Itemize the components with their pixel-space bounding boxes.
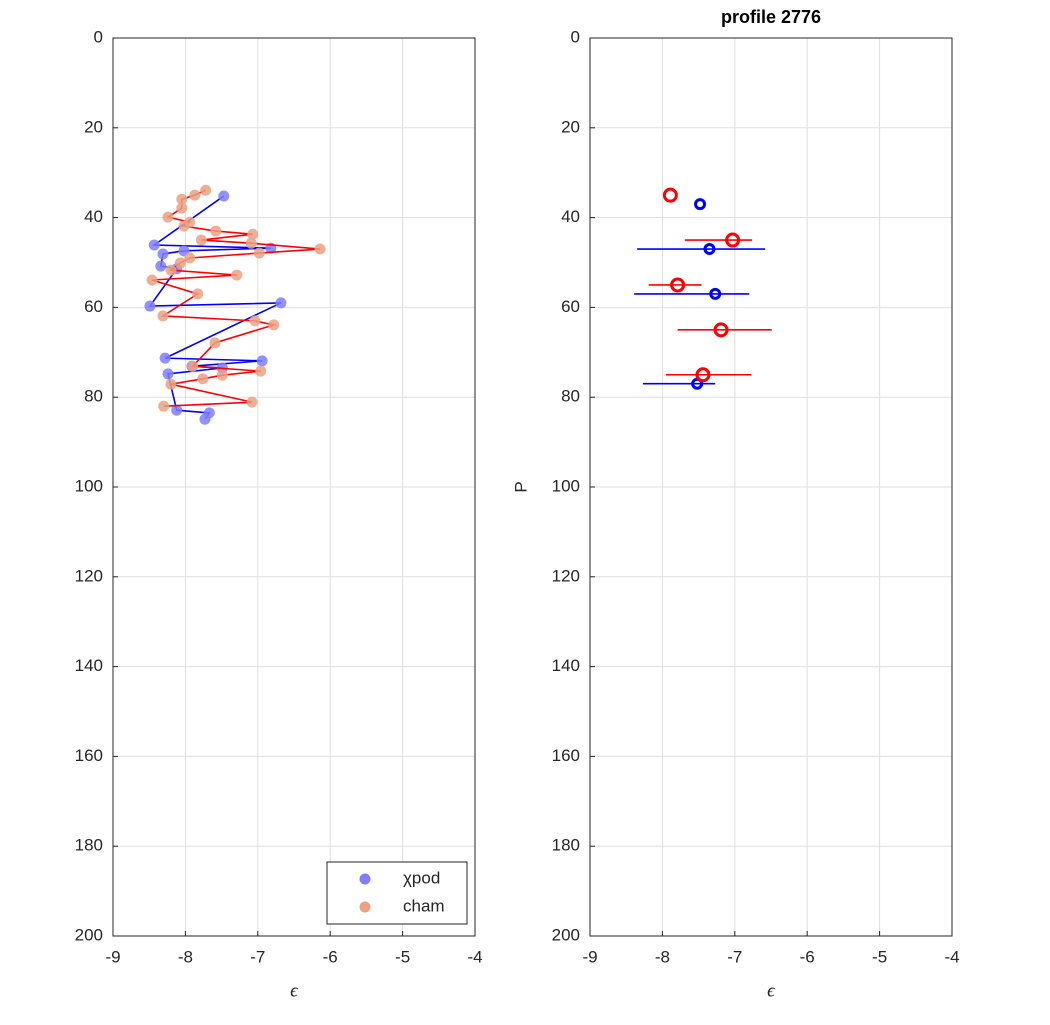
y-tick-label: 160 bbox=[552, 746, 580, 765]
y-tick-label: 60 bbox=[561, 297, 580, 316]
point bbox=[255, 365, 267, 377]
x-tick-label: -4 bbox=[467, 947, 482, 966]
point bbox=[195, 234, 207, 246]
y-tick-label: 80 bbox=[561, 387, 580, 406]
x-axis-label: ϵ bbox=[290, 980, 299, 1001]
y-tick-label: 100 bbox=[75, 476, 103, 495]
point bbox=[187, 360, 199, 372]
legend-label: cham bbox=[403, 896, 445, 915]
axes-box bbox=[589, 37, 953, 937]
point bbox=[155, 260, 167, 272]
point bbox=[176, 202, 188, 214]
point bbox=[157, 248, 169, 260]
point bbox=[165, 264, 177, 276]
x-tick-label: -9 bbox=[105, 947, 120, 966]
y-tick-label: 120 bbox=[552, 566, 580, 585]
point bbox=[314, 243, 326, 255]
point bbox=[725, 232, 741, 248]
point bbox=[231, 269, 243, 281]
point bbox=[189, 189, 201, 201]
point bbox=[192, 288, 204, 300]
point bbox=[245, 237, 257, 249]
point bbox=[703, 243, 716, 256]
point bbox=[695, 367, 711, 383]
legend bbox=[326, 861, 468, 925]
point bbox=[146, 274, 158, 286]
x-tick-label: -6 bbox=[800, 947, 815, 966]
x-tick-label: -7 bbox=[727, 947, 742, 966]
point bbox=[247, 228, 259, 240]
y-tick-label: 200 bbox=[75, 925, 103, 944]
x-tick-label: -8 bbox=[655, 947, 670, 966]
y-tick-label: 20 bbox=[561, 117, 580, 136]
y-tick-label: 140 bbox=[75, 656, 103, 675]
point bbox=[171, 404, 183, 416]
legend-marker bbox=[359, 901, 371, 913]
point bbox=[144, 300, 156, 312]
point bbox=[165, 378, 177, 390]
point bbox=[178, 220, 190, 232]
y-tick-label: 80 bbox=[84, 387, 103, 406]
legend-marker bbox=[359, 873, 371, 885]
y-tick-label: 180 bbox=[75, 836, 103, 855]
x-axis-label: ϵ bbox=[767, 980, 776, 1001]
point bbox=[218, 190, 230, 202]
axes-box bbox=[112, 37, 476, 937]
y-tick-label: 200 bbox=[552, 925, 580, 944]
point bbox=[253, 247, 265, 259]
y-tick-label: 140 bbox=[552, 656, 580, 675]
point bbox=[249, 315, 261, 327]
x-tick-label: -6 bbox=[323, 947, 338, 966]
point bbox=[200, 184, 212, 196]
point bbox=[158, 400, 170, 412]
point bbox=[216, 369, 228, 381]
point bbox=[713, 322, 729, 338]
point bbox=[174, 257, 186, 269]
point bbox=[210, 225, 222, 237]
point bbox=[209, 337, 221, 349]
point bbox=[148, 239, 160, 251]
point bbox=[694, 198, 707, 211]
y-tick-label: 40 bbox=[84, 207, 103, 226]
point bbox=[709, 287, 722, 300]
chart-title: profile 2776 bbox=[721, 7, 821, 27]
x-tick-label: -8 bbox=[178, 947, 193, 966]
point bbox=[662, 187, 678, 203]
point bbox=[184, 252, 196, 264]
y-tick-label: 0 bbox=[571, 27, 580, 46]
y-tick-label: 120 bbox=[75, 566, 103, 585]
y-tick-label: 160 bbox=[75, 746, 103, 765]
point bbox=[670, 277, 686, 293]
x-tick-label: -5 bbox=[395, 947, 410, 966]
x-tick-label: -5 bbox=[872, 947, 887, 966]
point bbox=[159, 352, 171, 364]
x-tick-label: -4 bbox=[944, 947, 959, 966]
y-tick-label: 180 bbox=[552, 836, 580, 855]
legend-label: χpod bbox=[403, 868, 440, 887]
point bbox=[199, 413, 211, 425]
y-axis-label: P bbox=[511, 481, 530, 492]
point bbox=[246, 396, 258, 408]
point bbox=[157, 310, 169, 322]
point bbox=[162, 211, 174, 223]
point bbox=[197, 373, 209, 385]
point bbox=[176, 193, 188, 205]
x-tick-label: -9 bbox=[582, 947, 597, 966]
point bbox=[275, 297, 287, 309]
point bbox=[256, 355, 268, 367]
y-tick-label: 60 bbox=[84, 297, 103, 316]
y-tick-label: 40 bbox=[561, 207, 580, 226]
x-tick-label: -7 bbox=[250, 947, 265, 966]
y-tick-label: 0 bbox=[94, 27, 103, 46]
point bbox=[268, 319, 280, 331]
point bbox=[162, 368, 174, 380]
y-tick-label: 20 bbox=[84, 117, 103, 136]
y-tick-label: 100 bbox=[552, 476, 580, 495]
